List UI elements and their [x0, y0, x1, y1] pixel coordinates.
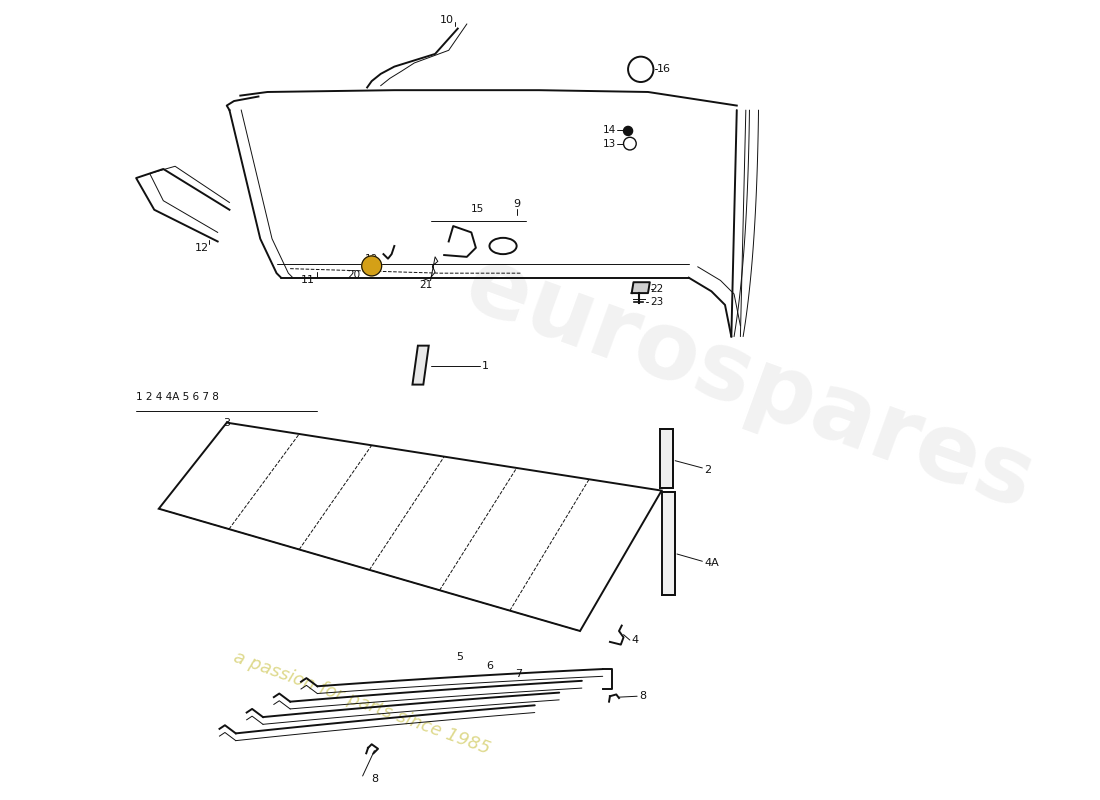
Text: 14: 14: [603, 125, 616, 135]
Text: 1: 1: [482, 361, 490, 370]
Text: 11: 11: [301, 275, 316, 286]
Text: 6: 6: [486, 662, 493, 671]
Text: 8: 8: [371, 774, 378, 784]
Text: a passion for parts since 1985: a passion for parts since 1985: [231, 648, 493, 758]
Polygon shape: [660, 429, 673, 488]
Text: eurospares: eurospares: [453, 238, 1046, 530]
Text: 20: 20: [346, 270, 360, 280]
Polygon shape: [631, 282, 650, 293]
Text: 15: 15: [471, 204, 484, 214]
Text: 23: 23: [650, 297, 663, 307]
Text: 13: 13: [603, 138, 616, 149]
Text: 12: 12: [195, 243, 209, 253]
Text: 5: 5: [456, 652, 463, 662]
Text: 2: 2: [704, 465, 712, 474]
Text: 4A: 4A: [704, 558, 719, 568]
Text: 16: 16: [657, 64, 671, 74]
Text: 9: 9: [513, 199, 520, 210]
Text: 1 2 4 4A 5 6 7 8: 1 2 4 4A 5 6 7 8: [136, 392, 219, 402]
Text: 7: 7: [515, 670, 522, 679]
Polygon shape: [661, 493, 675, 594]
Text: 10: 10: [440, 14, 454, 25]
Text: 21: 21: [419, 280, 432, 290]
Text: 3: 3: [223, 418, 230, 428]
Circle shape: [362, 256, 382, 276]
Text: 19: 19: [365, 254, 378, 264]
Circle shape: [624, 126, 632, 135]
Text: 22: 22: [650, 283, 663, 294]
Text: 8: 8: [639, 691, 646, 702]
Text: 4: 4: [631, 635, 639, 645]
Polygon shape: [412, 346, 429, 385]
